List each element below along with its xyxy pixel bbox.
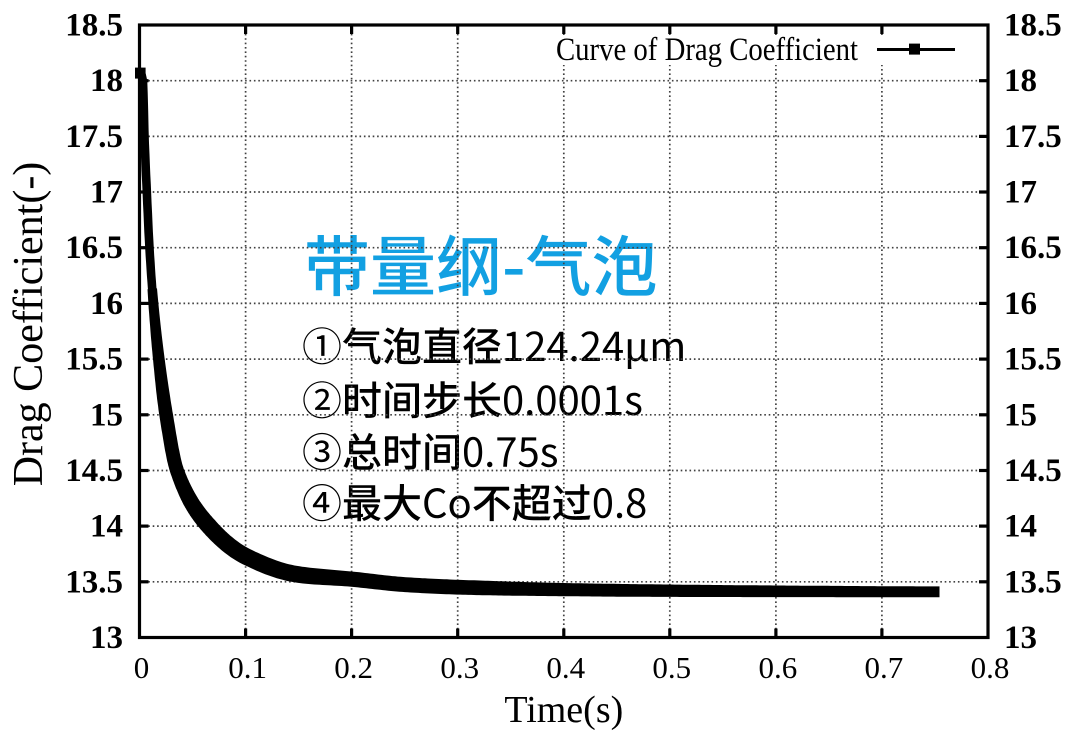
svg-text:0.4: 0.4 [546,650,585,685]
svg-text:0.2: 0.2 [334,650,373,685]
svg-text:0.3: 0.3 [440,650,479,685]
svg-text:0.6: 0.6 [759,650,798,685]
svg-text:0.8: 0.8 [971,650,1010,685]
svg-text:Drag Coefficient(-): Drag Coefficient(-) [6,162,52,487]
svg-text:0.7: 0.7 [865,650,904,685]
svg-text:17: 17 [1004,175,1037,211]
svg-text:15.5: 15.5 [65,342,123,378]
svg-text:16.5: 16.5 [1004,230,1062,266]
svg-text:13: 13 [1004,620,1037,656]
svg-text:0.1: 0.1 [228,650,267,685]
svg-text:13: 13 [90,620,123,656]
svg-text:0: 0 [134,650,150,685]
svg-text:15.5: 15.5 [1004,342,1062,378]
svg-text:17.5: 17.5 [65,119,123,155]
svg-text:18.5: 18.5 [1004,8,1062,44]
svg-text:18: 18 [90,63,123,99]
svg-text:15: 15 [90,397,123,433]
svg-text:18.5: 18.5 [65,8,123,44]
svg-text:0.5: 0.5 [652,650,691,685]
svg-text:14: 14 [1004,509,1037,545]
svg-text:Time(s): Time(s) [504,689,623,731]
svg-text:13.5: 13.5 [65,564,123,600]
svg-text:17: 17 [90,175,123,211]
svg-text:16.5: 16.5 [65,230,123,266]
svg-text:17.5: 17.5 [1004,119,1062,155]
svg-text:14.5: 14.5 [1004,453,1062,489]
svg-text:16: 16 [1004,286,1037,322]
svg-text:13.5: 13.5 [1004,564,1062,600]
svg-text:14: 14 [90,509,123,545]
svg-text:14.5: 14.5 [65,453,123,489]
svg-text:Curve of Drag Coefficient: Curve of Drag Coefficient [556,32,858,68]
svg-text:15: 15 [1004,397,1037,433]
svg-text:18: 18 [1004,63,1037,99]
svg-text:16: 16 [90,286,123,322]
